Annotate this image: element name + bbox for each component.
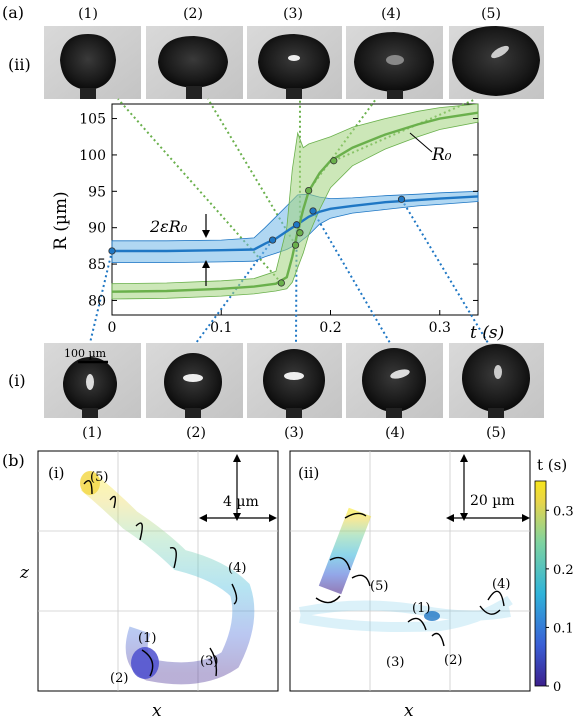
colorbar-tick-label-1: 0.2 — [553, 563, 574, 578]
panel-label-a: (a) — [2, 3, 24, 22]
left-x-label: x — [152, 701, 162, 721]
r0-pointer — [409, 132, 433, 153]
x-tick-label-0: 0 — [108, 320, 117, 336]
series-band-1 — [111, 103, 479, 300]
colorbar-ticks: 0.3 0.2 0.1 0 — [546, 504, 574, 695]
series-marker-0-3 — [309, 207, 317, 215]
series-marker-1-3 — [305, 186, 313, 195]
radius-chart: 0 0.1 0.2 0.3 80 85 90 95 100 105 t (s) R (µm) R… — [51, 98, 504, 344]
x-axis-ticks: 0 0.1 0.2 0.3 — [108, 310, 451, 336]
top-frame-label-3: (3) — [283, 6, 303, 22]
right-point-5: (5) — [370, 579, 388, 594]
left-scalebar-label: 4 µm — [223, 494, 259, 510]
right-scalebar-label: 20 µm — [470, 493, 515, 509]
x-axis-label: t (s) — [470, 323, 504, 343]
colorbar-label: t (s) — [537, 456, 567, 474]
y-tick-label-1: 85 — [88, 257, 106, 273]
series-marker-1-1 — [291, 241, 300, 249]
top-connector-1 — [207, 98, 297, 246]
left-point-2: (2) — [110, 671, 128, 686]
top-photo-4 — [346, 26, 443, 99]
row-label-ii: (ii) — [8, 55, 31, 74]
y-tick-label-3: 95 — [88, 184, 106, 200]
plot-frame — [111, 103, 479, 316]
y-tick-label-2: 90 — [88, 221, 106, 237]
colorbar-tick-label-3: 0 — [553, 680, 561, 695]
top-frame-label-4: (4) — [381, 6, 401, 22]
bottom-frame-labels: (1) (2) (3) (4) (5) — [82, 425, 506, 441]
x-tick-label-1: 0.1 — [210, 320, 232, 336]
right-point-3: (3) — [386, 655, 404, 670]
x-tick-label-2: 0.2 — [319, 320, 341, 336]
top-photo-2 — [146, 26, 243, 99]
top-photo-3 — [247, 26, 342, 99]
y-tick-label-4: 100 — [79, 148, 106, 164]
two-eps-r0-annotation: 2εR₀ — [149, 217, 188, 236]
series-marker-1-2 — [296, 229, 304, 237]
bottom-frame-label-2: (2) — [186, 425, 206, 441]
bottom-frame-label-3: (3) — [284, 425, 304, 441]
trajectory-panel-left: (i) (5) (4) (1) (2) (3) 4 µm x z — [19, 450, 279, 721]
bottom-connector-3 — [312, 210, 391, 344]
bottom-photo-2 — [146, 343, 243, 418]
bottom-photo-row: 100 µm — [44, 343, 544, 418]
bottom-photo-4 — [346, 343, 443, 418]
bottom-photo-5 — [449, 343, 544, 418]
bottom-frame-label-1: (1) — [82, 425, 102, 441]
bottom-photo-1 — [44, 343, 141, 418]
y-axis-label: R (µm) — [51, 191, 71, 250]
series-marker-0-4 — [397, 195, 406, 203]
series-marker-1-0 — [277, 279, 285, 287]
left-point-4: (4) — [228, 561, 246, 576]
colorbar: t (s) 0.3 0.2 0.1 0 — [534, 456, 574, 695]
left-point-3: (3) — [200, 654, 218, 669]
series-markers — [108, 157, 406, 287]
bottom-frame-label-5: (5) — [486, 425, 506, 441]
series-marker-0-0 — [108, 247, 116, 255]
bottom-frame-label-4: (4) — [385, 425, 405, 441]
right-x-label: x — [404, 701, 414, 721]
x-tick-label-3: 0.3 — [429, 320, 451, 336]
series-marker-0-1 — [269, 236, 277, 244]
r0-annotation: R₀ — [431, 145, 452, 165]
two-eps-arrows — [202, 214, 210, 286]
series-marker-1-4 — [330, 157, 338, 165]
trajectory-panel-right: (ii) (5) (4) (1) (2) (3) 20 µm x — [289, 450, 531, 721]
scale-bar-label: 100 µm — [64, 347, 107, 360]
top-frame-labels: (1) (2) (3) (4) (5) — [78, 6, 501, 22]
series-line-1 — [111, 111, 479, 293]
top-frame-label-1: (1) — [78, 6, 98, 22]
series-bands — [111, 103, 479, 300]
colorbar-tick-label-2: 0.1 — [553, 621, 574, 636]
top-frame-label-5: (5) — [481, 6, 501, 22]
bottom-photo-3 — [247, 343, 342, 418]
right-panel-label: (ii) — [298, 464, 319, 482]
bottom-connector-0 — [89, 250, 113, 344]
y-axis-ticks: 80 85 90 95 100 105 — [79, 112, 478, 309]
right-point-4: (4) — [492, 577, 510, 592]
row-label-i: (i) — [8, 371, 26, 390]
colorbar-tick-label-0: 0.3 — [553, 504, 574, 519]
top-photo-5 — [449, 26, 544, 99]
left-point-5: (5) — [90, 470, 108, 485]
panel-label-b: (b) — [2, 451, 25, 470]
left-panel-label: (i) — [48, 464, 65, 482]
left-point-1: (1) — [138, 631, 156, 646]
y-tick-label-0: 80 — [88, 293, 106, 309]
top-photo-row — [44, 26, 544, 99]
right-point-2: (2) — [444, 653, 462, 668]
series-marker-0-2 — [293, 221, 301, 229]
right-point-1: (1) — [412, 601, 430, 616]
top-frame-label-2: (2) — [183, 6, 203, 22]
top-photo-1 — [44, 26, 141, 99]
left-z-label: z — [19, 563, 30, 583]
y-tick-label-5: 105 — [79, 112, 106, 128]
